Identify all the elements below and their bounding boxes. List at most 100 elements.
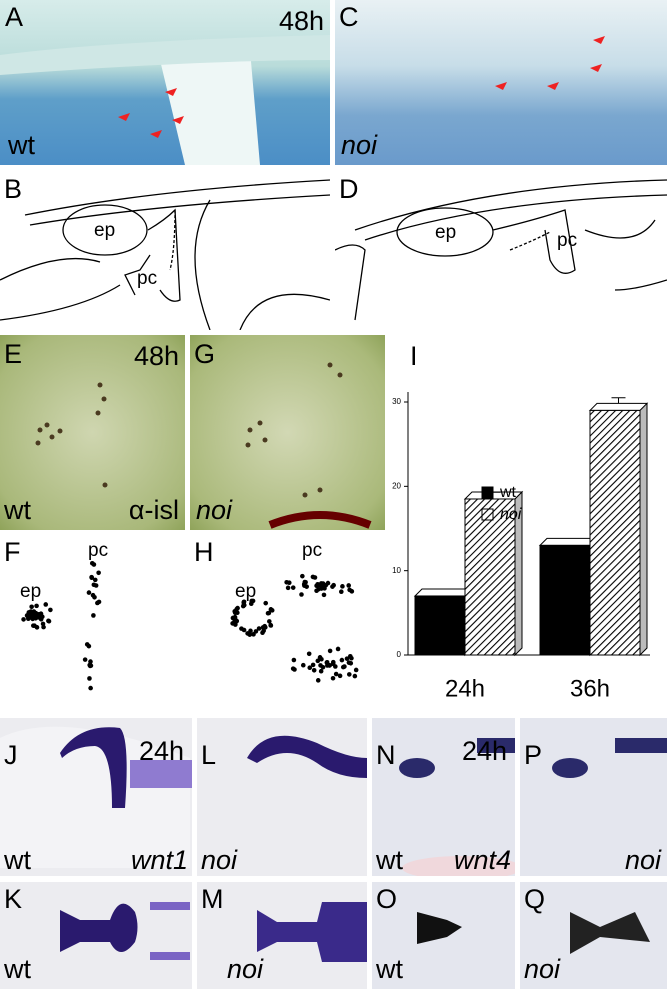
cell-dot xyxy=(327,648,333,654)
region-label: pc xyxy=(302,540,323,561)
cell-dot xyxy=(266,610,272,616)
bar-side xyxy=(589,537,598,657)
cell-dot xyxy=(247,632,253,637)
cell-dot xyxy=(263,600,269,606)
drawing-panel: B ep pc xyxy=(0,170,330,330)
panel-label: L xyxy=(201,740,217,770)
legend-label: noi xyxy=(500,506,522,523)
cell-dot xyxy=(326,663,332,668)
cell-dot xyxy=(335,646,341,652)
cell-dot xyxy=(318,668,324,674)
x-tick-label: 24h xyxy=(445,675,485,702)
genotype-label: noi xyxy=(201,845,238,875)
cell-dot xyxy=(322,586,327,591)
bar xyxy=(539,544,591,656)
panel-label: P xyxy=(524,740,543,770)
cell-dot xyxy=(316,586,321,592)
cell-dot xyxy=(38,611,44,617)
bar-top xyxy=(413,588,474,597)
cell-dot xyxy=(33,610,39,616)
photo-panel: P noi xyxy=(520,718,667,876)
cell-dot xyxy=(91,613,96,618)
cell-dot xyxy=(40,621,46,627)
region-label: ep xyxy=(435,222,457,243)
cell-dot xyxy=(330,675,336,681)
genotype-label: noi xyxy=(341,130,378,160)
cell-dot xyxy=(256,626,262,631)
gene-label: wnt4 xyxy=(453,845,511,875)
cell-dot xyxy=(346,660,352,665)
photo-panel: G noi xyxy=(190,335,385,530)
bar-top xyxy=(463,491,524,500)
cell-dot xyxy=(95,600,100,606)
cell-dot xyxy=(34,603,39,609)
genotype-label: wt xyxy=(376,845,403,875)
region-label: pc xyxy=(557,230,578,251)
cell-dot xyxy=(253,629,259,634)
cell-dot xyxy=(301,581,307,587)
cell-dot xyxy=(300,573,305,579)
cell-dot xyxy=(268,607,274,612)
cell-dot xyxy=(46,618,52,624)
photo-panel: L noi xyxy=(197,718,367,876)
cell-dot xyxy=(347,653,353,659)
time-label: 48h xyxy=(133,341,179,371)
panel-label: H xyxy=(194,537,214,567)
photo-panel: C noi xyxy=(335,0,667,165)
cell-dot xyxy=(311,668,317,673)
legend-swatch xyxy=(481,508,494,521)
cell-dot xyxy=(339,589,344,595)
bar xyxy=(464,498,516,656)
legend-label: wt xyxy=(499,484,517,501)
cell-dot xyxy=(344,656,350,661)
cell-dot xyxy=(285,585,291,591)
cell-dot xyxy=(241,599,247,605)
cell-dot xyxy=(249,598,254,604)
cell-dot xyxy=(84,642,90,647)
cell-dot xyxy=(307,665,313,671)
photo-panel: N 24h wt wnt4 xyxy=(372,718,515,876)
antibody-label: α-isl xyxy=(128,495,179,525)
cell-dot xyxy=(87,662,92,668)
cell-dot xyxy=(291,657,297,663)
cell-dot xyxy=(314,583,319,589)
region-label: ep xyxy=(20,581,42,602)
panel-label: A xyxy=(5,2,24,32)
cell-dot xyxy=(82,657,88,662)
cell-dot xyxy=(32,623,37,628)
y-tick-label: 20 xyxy=(392,481,401,490)
error-bar xyxy=(611,397,626,404)
panel-label: D xyxy=(339,174,359,204)
cell-dot xyxy=(29,604,34,610)
cell-dot xyxy=(260,625,266,630)
y-tick-label: 0 xyxy=(397,650,402,659)
time-label: 48h xyxy=(278,6,324,36)
genotype-label: noi xyxy=(196,495,233,525)
cell-dot xyxy=(339,657,345,663)
cell-dot xyxy=(319,656,324,662)
cell-dot xyxy=(43,602,49,607)
panel-label: G xyxy=(194,339,216,369)
panel-label: Q xyxy=(524,884,546,914)
cell-dot xyxy=(89,560,95,566)
cell-dot xyxy=(28,609,34,614)
region-label: ep xyxy=(94,220,116,241)
photo-panel: O wt xyxy=(372,882,515,989)
cell-dot xyxy=(346,583,351,588)
drawing-panel: D ep pc xyxy=(335,170,667,330)
time-label: 24h xyxy=(138,736,184,766)
genotype-label: noi xyxy=(227,954,264,984)
cell-dot xyxy=(352,673,358,679)
cell-dot xyxy=(337,673,343,679)
cell-dot xyxy=(86,590,92,595)
cell-dot xyxy=(268,623,274,628)
photo-panel: K wt xyxy=(0,882,192,989)
cell-dot xyxy=(88,685,93,691)
bar-side xyxy=(464,587,473,657)
y-tick-label: 30 xyxy=(392,397,401,406)
cell-dot xyxy=(333,671,339,677)
cell-dot xyxy=(330,584,335,589)
panel-label: K xyxy=(4,884,23,914)
cell-dot xyxy=(346,672,352,677)
